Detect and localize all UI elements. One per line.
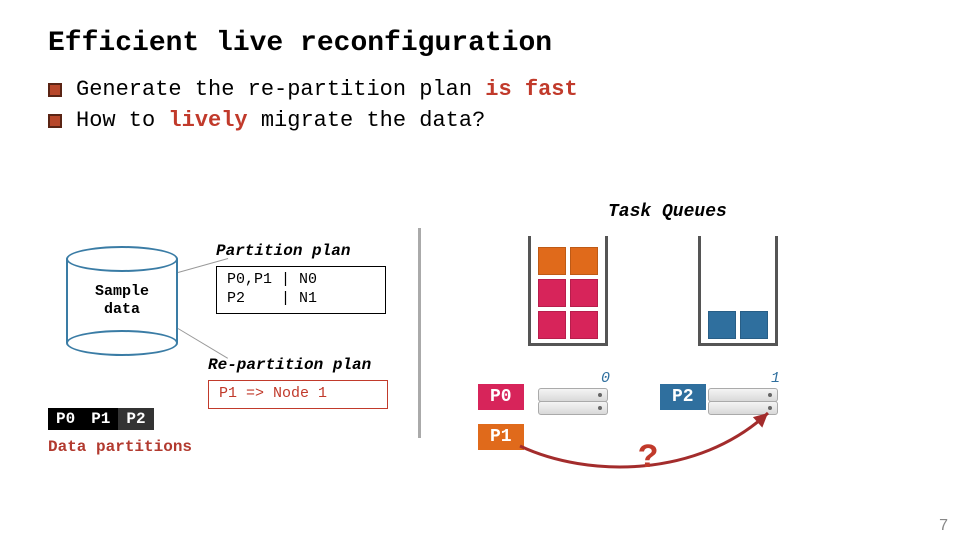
bullet-text: How to lively migrate the data? (76, 108, 485, 133)
migration-arrow (48, 228, 924, 508)
bullet-icon (48, 114, 62, 128)
bullet-list: Generate the re-partition plan is fast H… (48, 77, 924, 133)
page-number: 7 (939, 517, 948, 535)
task-queues-title: Task Queues (608, 202, 727, 222)
bullet-item: Generate the re-partition plan is fast (48, 77, 924, 102)
bullet-text: Generate the re-partition plan is fast (76, 77, 578, 102)
bullet-icon (48, 83, 62, 97)
bullet-item: How to lively migrate the data? (48, 108, 924, 133)
question-mark: ? (638, 440, 658, 478)
diagram-area: Sampledata P0P1P2 Data partitions Partit… (48, 228, 924, 508)
slide: Efficient live reconfiguration Generate … (0, 0, 972, 547)
slide-title: Efficient live reconfiguration (48, 28, 924, 59)
